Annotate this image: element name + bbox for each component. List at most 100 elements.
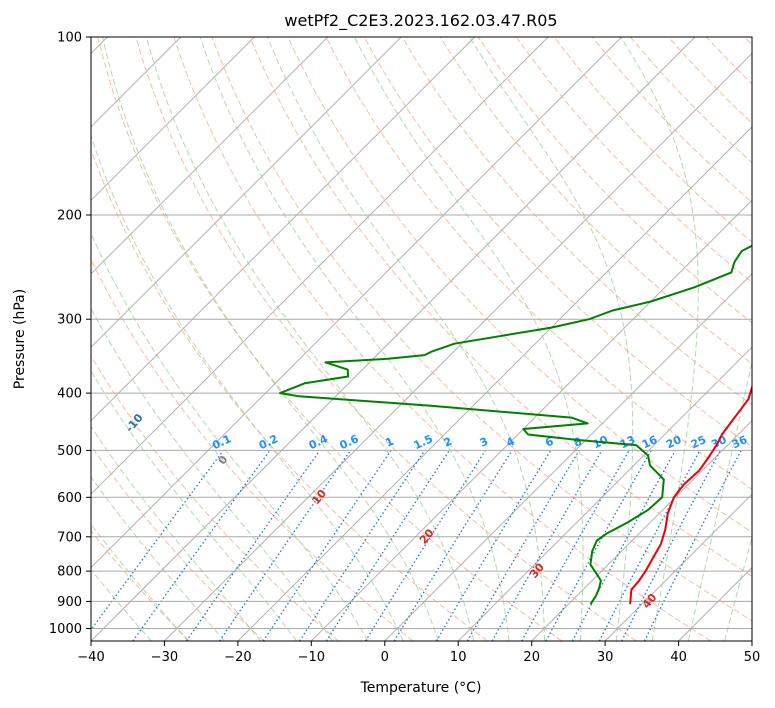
moist-adiabat-line: [91, 307, 333, 641]
moist-adiabat-line: [91, 134, 404, 641]
dry-adiabat-line: [401, 37, 752, 406]
mixing-ratio-label: 0.4: [307, 432, 330, 452]
y-tick-label: 800: [57, 565, 82, 580]
dry-adiabat-line: [287, 37, 752, 533]
x-tick-label: −40: [77, 650, 104, 665]
isotherm-line: [91, 37, 622, 569]
moist-adiabat-line: [91, 370, 297, 641]
dry-adiabat-line: [249, 37, 752, 577]
dry-adiabat-line: [706, 37, 752, 85]
isotherm-line: [91, 37, 255, 202]
mixing-ratio-line: [262, 450, 392, 641]
x-axis-ticks: −40 −30 −20 −10 0 10 20 30 40 50: [77, 641, 760, 665]
isotherm-line: [604, 493, 752, 641]
isotherm-line: [751, 640, 752, 641]
y-axis-ticks: 100 200 300 400 500 600 700 800 900 1000: [49, 31, 91, 637]
isotherm-line: [384, 273, 752, 641]
dry-adiabat-line: [668, 37, 752, 124]
mixing-ratio-line: [185, 450, 321, 641]
y-tick-label: 1000: [49, 622, 82, 637]
dry-adiabat-line: [592, 37, 752, 203]
x-tick-label: 30: [597, 650, 614, 665]
dry-adiabat-label: -10: [123, 411, 146, 435]
dry-adiabat-line: [553, 37, 752, 243]
isotherm-line: [91, 37, 549, 495]
dry-adiabat-line: [630, 37, 752, 164]
mixing-ratio-line: [132, 450, 271, 641]
mixing-ratio-line: [598, 450, 701, 641]
dry-adiabat-line: [91, 258, 414, 641]
mixing-ratio-label: 2: [442, 435, 454, 450]
y-tick-label: 900: [57, 595, 82, 610]
x-tick-label: 50: [744, 650, 761, 665]
moist-adiabat-line: [687, 359, 752, 641]
moist-adiabat-line: [91, 568, 152, 641]
mixing-ratio-line: [435, 450, 552, 641]
y-tick-label: 400: [57, 387, 82, 402]
dry-adiabat-line: [91, 530, 190, 641]
moist-adiabat-line: [102, 37, 439, 641]
isotherm-line: [91, 37, 476, 422]
x-axis-label: Temperature (°C): [360, 680, 482, 696]
temperature-profile-line: [629, 384, 752, 605]
chart-title: wetPf2_C2E3.2023.162.03.47.R05: [284, 11, 557, 31]
plot-frame: [90, 36, 753, 642]
background-lines: [91, 37, 752, 641]
y-tick-label: 200: [57, 209, 82, 224]
isotherm-line: [678, 566, 752, 641]
x-tick-label: −30: [151, 650, 178, 665]
mixing-ratio-label: 25: [689, 433, 708, 451]
mixing-ratio-line: [219, 450, 352, 641]
x-tick-label: 20: [523, 650, 540, 665]
dry-adiabat-line: [363, 37, 752, 448]
dry-adiabat-label: 40: [640, 591, 660, 611]
isotherm-line: [237, 126, 752, 641]
mixing-ratio-label: 20: [664, 433, 684, 451]
mixing-ratio-label: 0.2: [257, 432, 280, 452]
moist-adiabat-line: [267, 37, 546, 641]
dry-adiabat-line: [211, 37, 752, 622]
mixing-ratio-label: 16: [640, 433, 660, 451]
mixing-ratio-line: [91, 450, 224, 631]
x-tick-label: 10: [450, 650, 467, 665]
moist-adiabat-line: [91, 232, 369, 641]
dry-adiabat-label: 20: [417, 526, 437, 546]
isotherm-line: [531, 419, 752, 641]
mixing-ratio-line: [571, 450, 676, 641]
moist-adiabat-line: [91, 476, 225, 641]
y-tick-label: 100: [57, 31, 82, 46]
isotherm-line: [91, 37, 402, 348]
dewpoint-profile-line: [279, 244, 752, 605]
mixing-ratio-label: 36: [730, 433, 750, 451]
dry-adiabat-line: [91, 148, 488, 641]
moist-adiabat-line: [199, 37, 510, 641]
moist-adiabat-line: [145, 37, 475, 641]
dry-adiabat-label: 0: [216, 453, 231, 467]
moist-adiabat-line: [724, 536, 752, 641]
isotherm-line: [91, 37, 329, 275]
moist-adiabat-line: [354, 37, 584, 641]
mixing-ratio-line: [393, 450, 513, 641]
isotherm-line: [164, 52, 752, 641]
moist-adiabat-line: [469, 37, 634, 641]
mixing-ratio-label: 0.6: [338, 432, 361, 452]
y-tick-label: 500: [57, 444, 82, 459]
y-tick-label: 300: [57, 313, 82, 328]
mixing-ratio-line: [643, 450, 742, 641]
x-tick-label: 0: [381, 650, 389, 665]
dry-adiabat-line: [91, 444, 265, 641]
dry-adiabat-line: [515, 37, 752, 283]
mixing-ratio-label: 1: [383, 435, 395, 450]
mixing-ratio-label: 13: [618, 433, 637, 451]
moist-adiabat-line: [91, 523, 189, 641]
dry-adiabat-line: [325, 37, 752, 490]
y-tick-label: 700: [57, 530, 82, 545]
x-tick-label: 40: [670, 650, 687, 665]
moist-adiabat-line: [620, 37, 699, 641]
isotherm-line: [457, 346, 752, 641]
dry-adiabat-label: 30: [527, 560, 547, 580]
isotherm-line: [91, 37, 696, 641]
dry-adiabat-line: [91, 354, 339, 641]
mixing-ratio-line: [325, 450, 450, 641]
mixing-ratio-label: 1.5: [412, 432, 435, 452]
